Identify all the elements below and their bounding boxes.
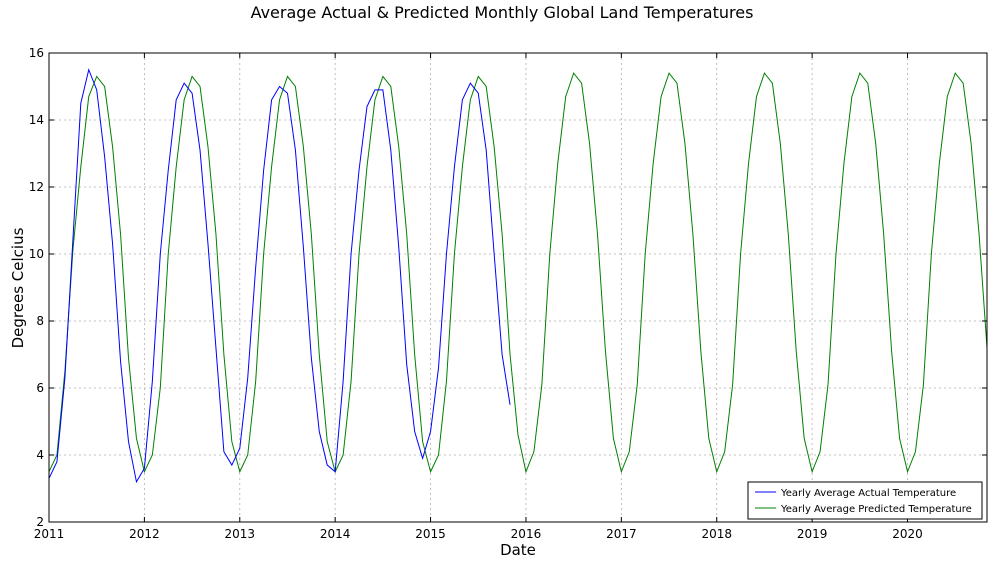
x-tick-label: 2014 (320, 527, 351, 541)
chart-title: Average Actual & Predicted Monthly Globa… (251, 3, 754, 22)
legend-box (747, 481, 983, 520)
y-tick-label: 4 (36, 448, 44, 462)
x-tick-label: 2011 (34, 527, 65, 541)
y-tick-label: 12 (29, 180, 44, 194)
legend-label-predicted: Yearly Average Predicted Temperature (780, 504, 972, 515)
x-axis-label: Date (500, 541, 536, 559)
grid-lines (48, 52, 987, 523)
x-tick-label: 2016 (511, 527, 542, 541)
y-tick-label: 14 (29, 113, 44, 127)
y-tick-label: 2 (36, 515, 44, 529)
x-tick-label: 2012 (129, 527, 160, 541)
legend-label-actual: Yearly Average Actual Temperature (780, 488, 956, 499)
series-line-actual (49, 68, 511, 484)
plot-frame (48, 52, 988, 523)
plot-series (49, 68, 987, 484)
x-tick-label: 2013 (225, 527, 256, 541)
legend: Yearly Average Actual Temperature Yearly… (747, 481, 983, 520)
y-tick-label: 16 (29, 46, 44, 60)
y-tick-label: 8 (36, 314, 44, 328)
axis-ticks: 2011 2012 2013 2014 2015 2016 2017 2018 2019 2020… (29, 46, 987, 541)
x-tick-label: 2020 (892, 527, 923, 541)
series-line-predicted (49, 72, 987, 474)
x-tick-label: 2017 (606, 527, 637, 541)
x-tick-label: 2015 (415, 527, 446, 541)
y-tick-label: 6 (36, 381, 44, 395)
y-tick-label: 10 (29, 247, 44, 261)
y-axis-label: Degrees Celcius (9, 227, 27, 348)
x-tick-label: 2018 (701, 527, 732, 541)
x-tick-label: 2019 (797, 527, 828, 541)
